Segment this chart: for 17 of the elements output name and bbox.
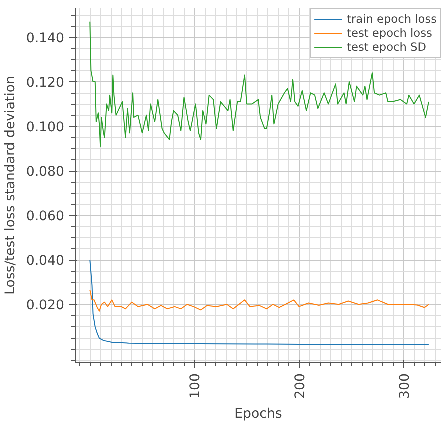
y-axis-title: Loss/test loss standard deviation — [3, 76, 18, 295]
line-series — [90, 260, 430, 346]
legend-label: test epoch loss — [347, 26, 432, 40]
y-tick-label: 0.120 — [26, 76, 64, 91]
legend-label: test epoch SD — [347, 40, 426, 54]
x-tick-label: 200 — [293, 373, 308, 399]
line-series — [90, 290, 430, 312]
y-tick-label: 0.100 — [26, 120, 64, 136]
y-tick-label: 0.020 — [26, 298, 64, 314]
x-tick-label: 100 — [188, 373, 204, 399]
y-tick-label: 0.060 — [26, 210, 64, 225]
y-tick-label: 0.040 — [26, 254, 64, 270]
y-tick-label: 0.080 — [26, 165, 64, 180]
legend-label: train epoch loss — [347, 12, 437, 26]
y-tick-label: 0.140 — [26, 31, 64, 46]
x-axis-title: Epochs — [234, 406, 282, 422]
x-tick-label: 300 — [398, 373, 413, 399]
